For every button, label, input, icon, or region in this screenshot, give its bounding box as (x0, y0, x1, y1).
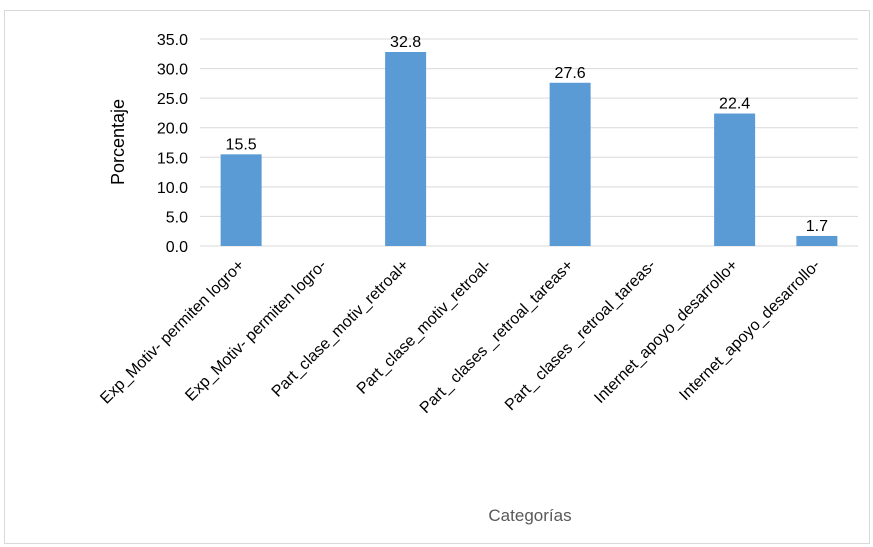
bar (714, 113, 756, 247)
data-label: 22.4 (719, 96, 750, 113)
x-category-label: Part_clase_motiv_retroal+ (269, 257, 413, 401)
x-category-label: Exp_Motiv- permiten logro- (182, 257, 330, 405)
x-category-label: Internet_apoyo_desarrollo+ (591, 257, 741, 407)
y-tick-label: 10.0 (157, 180, 188, 197)
bar (549, 82, 591, 246)
bars (220, 52, 838, 247)
bar (385, 52, 427, 246)
gridlines (200, 38, 858, 247)
bar (796, 235, 838, 246)
x-axis-title: Categorías (488, 506, 571, 525)
y-tick-label: 5.0 (166, 209, 188, 226)
data-labels: 15.5 32.8 27.6 22.4 1.7 (226, 34, 829, 235)
y-tick-label: 0.0 (166, 239, 188, 256)
y-tick-label: 35.0 (157, 32, 188, 49)
y-axis-title: Porcentaje (108, 99, 128, 185)
x-category-label: Part_ clases _retroal_tareas+ (417, 257, 577, 417)
y-tick-label: 25.0 (157, 91, 188, 108)
y-tick-label: 15.0 (157, 150, 188, 167)
chart-frame (4, 10, 870, 544)
data-label: 15.5 (226, 136, 257, 153)
x-category-label: Exp_Motiv- permiten logro+ (97, 257, 248, 408)
x-category-label: Part_ clases _retroal_tareas- (502, 257, 659, 414)
y-tick-label: 30.0 (157, 62, 188, 79)
y-tick-label: 20.0 (157, 121, 188, 138)
data-label: 1.7 (806, 218, 828, 235)
y-axis-ticks: 0.0 5.0 10.0 15.0 20.0 25.0 30.0 35.0 (157, 32, 188, 256)
x-category-label: Internet_apoyo_desarrollo- (676, 257, 823, 404)
x-category-label: Part_clase_motiv_retroal- (354, 257, 495, 398)
data-label: 27.6 (555, 65, 586, 82)
x-axis-categories: Exp_Motiv- permiten logro+Exp_Motiv- per… (97, 257, 823, 417)
data-label: 32.8 (390, 34, 421, 51)
bar (220, 154, 262, 246)
